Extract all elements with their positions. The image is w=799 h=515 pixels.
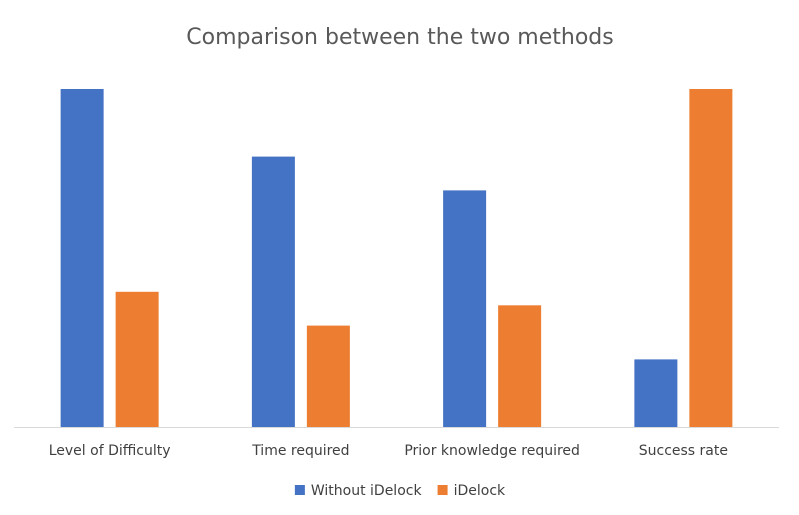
legend-label: Without iDelock <box>311 483 423 499</box>
bar-without-idelock-success-rate <box>634 359 678 427</box>
legend-swatch <box>437 485 448 495</box>
bar-without-idelock-time-required <box>251 156 295 427</box>
bar-idelock-time-required <box>306 325 350 427</box>
category-label: Success rate <box>639 443 728 459</box>
bar-idelock-success-rate <box>689 89 733 427</box>
bar-without-idelock-level-of-difficulty <box>60 89 104 427</box>
category-label: Level of Difficulty <box>49 443 171 459</box>
chart-title: Comparison between the two methods <box>186 25 613 50</box>
legend-swatch <box>294 485 305 495</box>
category-labels: Level of Difficulty Time required Prior kn… <box>49 443 728 459</box>
category-label: Prior knowledge required <box>404 443 580 459</box>
bar-idelock-prior-knowledge-required <box>498 305 542 427</box>
bars-group <box>60 89 733 427</box>
category-label: Time required <box>251 443 349 459</box>
bar-without-idelock-prior-knowledge-required <box>443 190 487 427</box>
legend: Without iDelock iDelock <box>294 483 506 499</box>
bar-idelock-level-of-difficulty <box>115 291 159 427</box>
legend-label: iDelock <box>454 483 506 499</box>
